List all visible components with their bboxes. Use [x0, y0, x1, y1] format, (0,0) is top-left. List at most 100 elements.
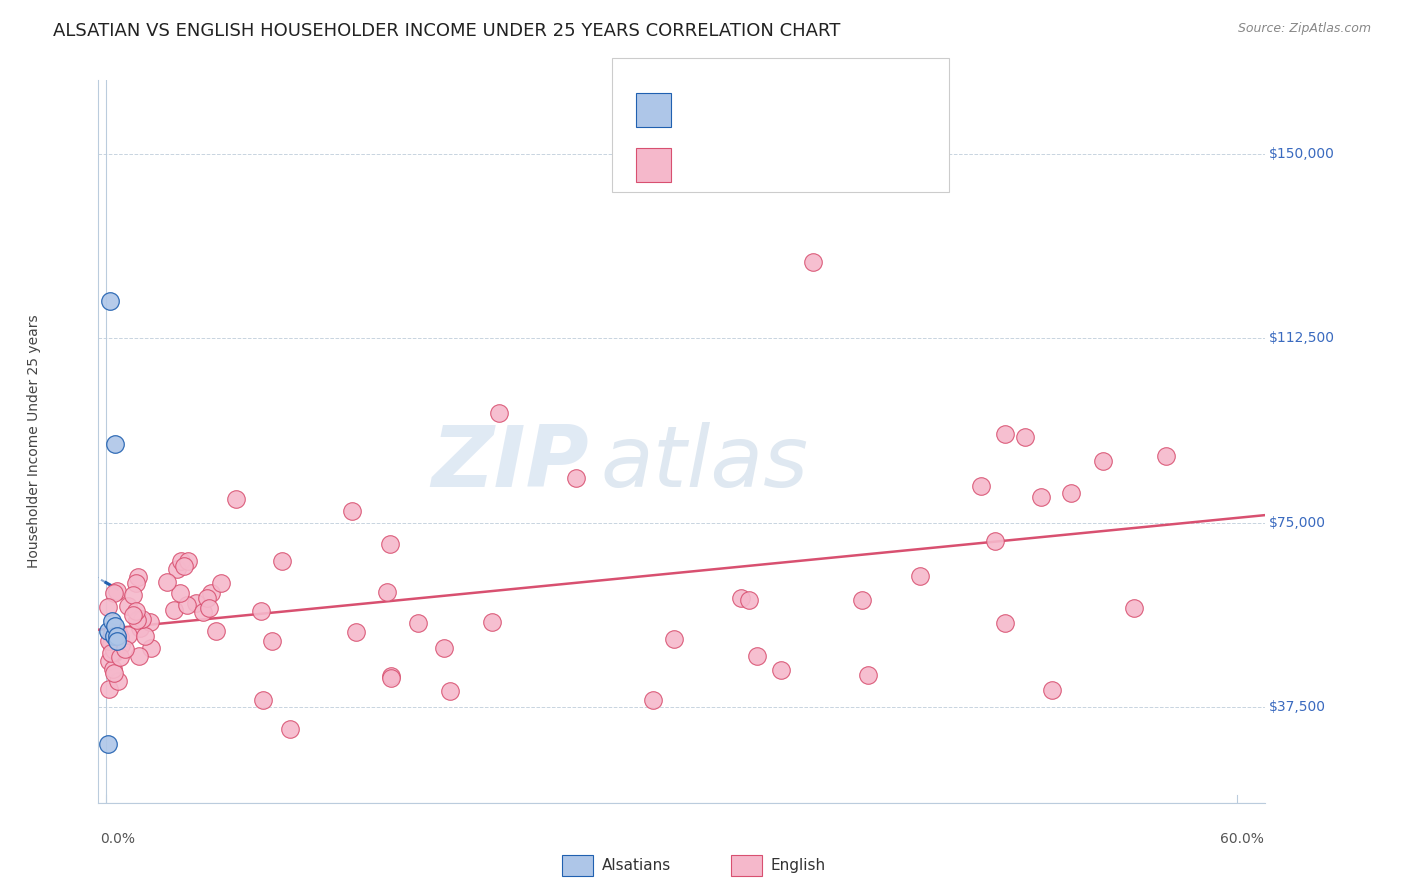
Point [121, 607, 143, 622]
Point [104, 437, 127, 451]
Point [730, 591, 752, 606]
Point [125, 613, 148, 627]
Point [177, 554, 200, 568]
Point [198, 600, 221, 615]
Point [97, 737, 120, 751]
Point [101, 662, 124, 676]
Point [851, 593, 873, 607]
Point [1031, 491, 1053, 505]
Point [380, 669, 402, 683]
Point [108, 630, 131, 644]
Point [97, 633, 120, 648]
Point [260, 633, 283, 648]
Point [205, 624, 228, 639]
Point [117, 599, 139, 614]
Point [163, 602, 186, 616]
Point [186, 596, 208, 610]
Text: ZIP: ZIP [430, 422, 589, 505]
Point [662, 632, 685, 646]
Point [433, 640, 456, 655]
Point [105, 584, 128, 599]
Point [908, 569, 931, 583]
Point [103, 643, 125, 657]
Point [125, 575, 148, 590]
Point [103, 646, 125, 660]
Point [98, 294, 121, 309]
Point [129, 622, 152, 636]
Point [134, 629, 156, 643]
Point [770, 663, 793, 677]
Point [278, 722, 301, 736]
Point [97, 653, 120, 667]
Point [488, 406, 510, 420]
Point [195, 591, 218, 605]
Text: $75,000: $75,000 [1270, 516, 1326, 530]
Point [103, 629, 125, 643]
Point [100, 625, 122, 640]
Point [200, 586, 222, 600]
Point [738, 593, 761, 607]
Point [380, 671, 402, 685]
Point [104, 619, 127, 633]
Point [103, 586, 125, 600]
Point [191, 605, 214, 619]
Point [114, 642, 136, 657]
Point [344, 625, 367, 640]
Point [745, 648, 768, 663]
Point [1091, 454, 1114, 468]
Text: $150,000: $150,000 [1270, 147, 1336, 161]
Point [252, 693, 274, 707]
Point [107, 673, 129, 688]
Point [141, 641, 163, 656]
Point [169, 586, 191, 600]
Point [166, 562, 188, 576]
Point [641, 692, 664, 706]
Point [1060, 485, 1083, 500]
Point [105, 632, 128, 646]
Text: 60.0%: 60.0% [1219, 832, 1264, 847]
Point [969, 479, 991, 493]
Text: $112,500: $112,500 [1270, 331, 1336, 345]
Text: Householder Income Under 25 years: Householder Income Under 25 years [27, 315, 41, 568]
Point [170, 554, 193, 568]
Point [225, 491, 247, 506]
Point [117, 627, 139, 641]
Point [1123, 600, 1146, 615]
Point [100, 636, 122, 650]
Point [97, 681, 120, 696]
Text: ALSATIAN VS ENGLISH HOUSEHOLDER INCOME UNDER 25 YEARS CORRELATION CHART: ALSATIAN VS ENGLISH HOUSEHOLDER INCOME U… [53, 22, 841, 40]
Point [994, 616, 1017, 631]
Point [211, 576, 233, 591]
Point [100, 614, 122, 628]
Point [110, 638, 132, 652]
Text: Alsatians: Alsatians [602, 858, 671, 872]
Point [108, 650, 131, 665]
Point [439, 684, 461, 698]
Point [801, 255, 824, 269]
Point [408, 615, 430, 630]
Point [994, 426, 1017, 441]
Text: $37,500: $37,500 [1270, 700, 1326, 714]
Point [565, 471, 588, 485]
Point [481, 615, 503, 630]
Point [1154, 449, 1177, 463]
Point [176, 598, 198, 612]
Point [97, 600, 120, 615]
Point [131, 612, 153, 626]
Point [1014, 429, 1036, 443]
Point [100, 646, 122, 660]
Point [97, 624, 120, 638]
Point [122, 588, 145, 602]
Point [1042, 682, 1064, 697]
Text: atlas: atlas [600, 422, 808, 505]
Point [984, 534, 1007, 549]
Point [156, 574, 179, 589]
Text: R = 0.648   N=  9: R = 0.648 N= 9 [682, 101, 828, 119]
Point [856, 668, 879, 682]
Point [105, 629, 128, 643]
Point [139, 615, 162, 629]
Point [125, 604, 148, 618]
Point [380, 537, 402, 551]
Point [107, 624, 129, 639]
Point [375, 585, 398, 599]
